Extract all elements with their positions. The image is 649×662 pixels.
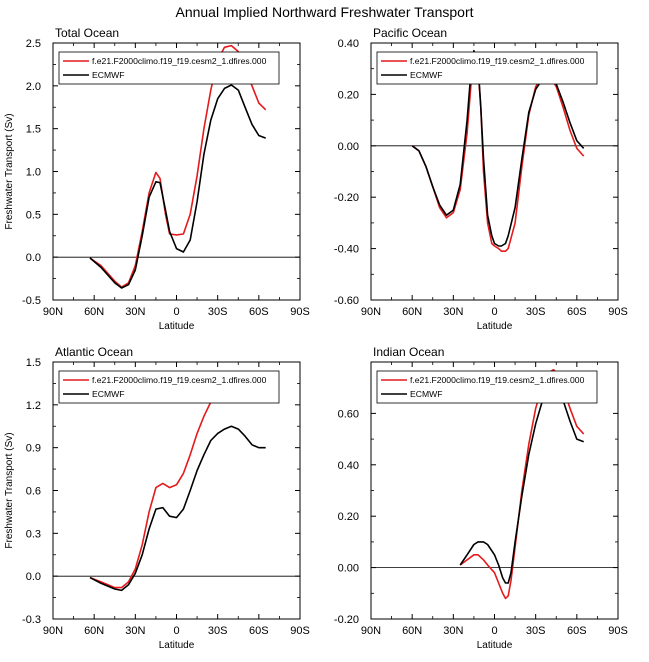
series-line-ecmwf (89, 84, 266, 289)
legend-box (58, 370, 280, 404)
series-line-model (89, 372, 267, 589)
x-axis-label: Latitude (159, 321, 195, 332)
y-tick-label: 0.20 (338, 511, 359, 523)
y-tick-label: -0.3 (22, 614, 41, 626)
y-tick-label: 0.40 (338, 38, 359, 50)
y-tick-label: -0.20 (334, 614, 359, 626)
x-tick-label: 60N (402, 625, 422, 637)
x-tick-label: 30S (526, 625, 546, 637)
legend-label: ECMWF (410, 389, 442, 399)
x-axis-label: Latitude (477, 321, 513, 332)
y-tick-label: 0.5 (26, 209, 41, 221)
x-tick-label: 90N (361, 625, 381, 637)
x-tick-label: 90S (608, 625, 628, 637)
x-tick-label: 60S (567, 306, 587, 318)
y-tick-label: 0.00 (338, 563, 359, 575)
figure-title: Annual Implied Northward Freshwater Tran… (175, 4, 473, 20)
x-tick-label: 30N (125, 306, 145, 318)
y-tick-label: 2.0 (26, 81, 41, 93)
y-tick-label: 0.00 (338, 141, 359, 153)
y-tick-label: 0.60 (338, 408, 359, 420)
x-tick-label: 90S (608, 306, 628, 318)
legend: f.e21.F2000climo.f19_f19.cesm2_1.dfires.… (376, 51, 598, 85)
x-tick-label: 60S (249, 306, 269, 318)
series-line-ecmwf (459, 384, 584, 584)
x-axis-label: Latitude (477, 640, 513, 651)
x-tick-label: 60S (249, 625, 269, 637)
x-tick-label: 30N (125, 625, 145, 637)
y-tick-label: 0.0 (26, 571, 41, 583)
y-tick-label: -0.5 (22, 295, 41, 307)
x-axis-label: Latitude (159, 640, 195, 651)
pacific-ocean-panel: 90N 60N 30N 0 30S 60S 90S -0.60 -0.40 -0.20 0.00 0.… (334, 26, 628, 332)
legend-box (58, 51, 280, 85)
legend: f.e21.F2000climo.f19_f19.cesm2_1.dfires.… (58, 370, 280, 404)
y-tick-label: 0.9 (26, 443, 41, 455)
x-tick-label: 90S (290, 306, 310, 318)
y-tick-label: 1.5 (26, 124, 41, 136)
x-tick-label: 0 (491, 625, 497, 637)
x-tick-label: 30S (208, 625, 228, 637)
total-ocean-panel: 90N 60N 30N 0 30S 60S 90S -0.5 0.0 0.5 1.0 1.5 2.0 2.… (4, 26, 310, 332)
y-tick-label: 0.0 (26, 252, 41, 264)
y-tick-label: 0.20 (338, 89, 359, 101)
pacific-ocean-title: Pacific Ocean (373, 26, 447, 40)
x-tick-label: 0 (491, 306, 497, 318)
legend-box (376, 370, 598, 404)
legend-label: f.e21.F2000climo.f19_f19.cesm2_1.dfires.… (92, 375, 267, 385)
x-tick-label: 60N (84, 306, 104, 318)
y-axis-label: Freshwater Transport (Sv) (4, 432, 15, 548)
x-tick-label: 0 (173, 306, 179, 318)
y-tick-label: 1.2 (26, 400, 41, 412)
legend: f.e21.F2000climo.f19_f19.cesm2_1.dfires.… (58, 51, 280, 85)
series-line-model (459, 368, 585, 600)
atlantic-ocean-title: Atlantic Ocean (55, 345, 133, 359)
y-tick-label: 0.3 (26, 528, 41, 540)
legend-label: f.e21.F2000climo.f19_f19.cesm2_1.dfires.… (410, 375, 585, 385)
x-tick-label: 60S (567, 625, 587, 637)
y-tick-label: -0.40 (334, 244, 359, 256)
total-ocean-title: Total Ocean (55, 26, 119, 40)
x-tick-label: 60N (402, 306, 422, 318)
y-tick-label: -0.20 (334, 192, 359, 204)
legend-label: ECMWF (92, 389, 124, 399)
legend-label: f.e21.F2000climo.f19_f19.cesm2_1.dfires.… (92, 56, 267, 66)
x-tick-label: 90S (290, 625, 310, 637)
y-axis-label: Freshwater Transport (Sv) (4, 113, 15, 229)
y-tick-label: 2.5 (26, 38, 41, 50)
indian-ocean-title: Indian Ocean (373, 345, 444, 359)
x-tick-label: 0 (173, 625, 179, 637)
x-tick-label: 30S (208, 306, 228, 318)
x-tick-label: 30N (443, 625, 463, 637)
y-tick-label: 1.5 (26, 357, 41, 369)
series-line-ecmwf (89, 425, 266, 592)
x-tick-label: 30S (526, 306, 546, 318)
legend-box (376, 51, 598, 85)
legend-label: f.e21.F2000climo.f19_f19.cesm2_1.dfires.… (410, 56, 585, 66)
x-tick-label: 30N (443, 306, 463, 318)
atlantic-ocean-panel: 90N 60N 30N 0 30S 60S 90S -0.3 0.0 0.3 0.6 0.9 1.2 1.… (4, 345, 310, 651)
legend: f.e21.F2000climo.f19_f19.cesm2_1.dfires.… (376, 370, 598, 404)
y-tick-label: 1.0 (26, 167, 41, 179)
y-tick-label: 0.40 (338, 460, 359, 472)
y-tick-label: 0.6 (26, 486, 41, 498)
legend-label: ECMWF (410, 70, 442, 80)
legend-label: ECMWF (92, 70, 124, 80)
x-tick-label: 60N (84, 625, 104, 637)
x-tick-label: 90N (43, 306, 63, 318)
series-line-model (89, 44, 267, 288)
indian-ocean-panel: 90N 60N 30N 0 30S 60S 90S -0.20 0.00 0.20 0.40 0.60… (334, 345, 628, 651)
x-tick-label: 90N (43, 625, 63, 637)
x-tick-label: 90N (361, 306, 381, 318)
y-tick-label: -0.60 (334, 295, 359, 307)
